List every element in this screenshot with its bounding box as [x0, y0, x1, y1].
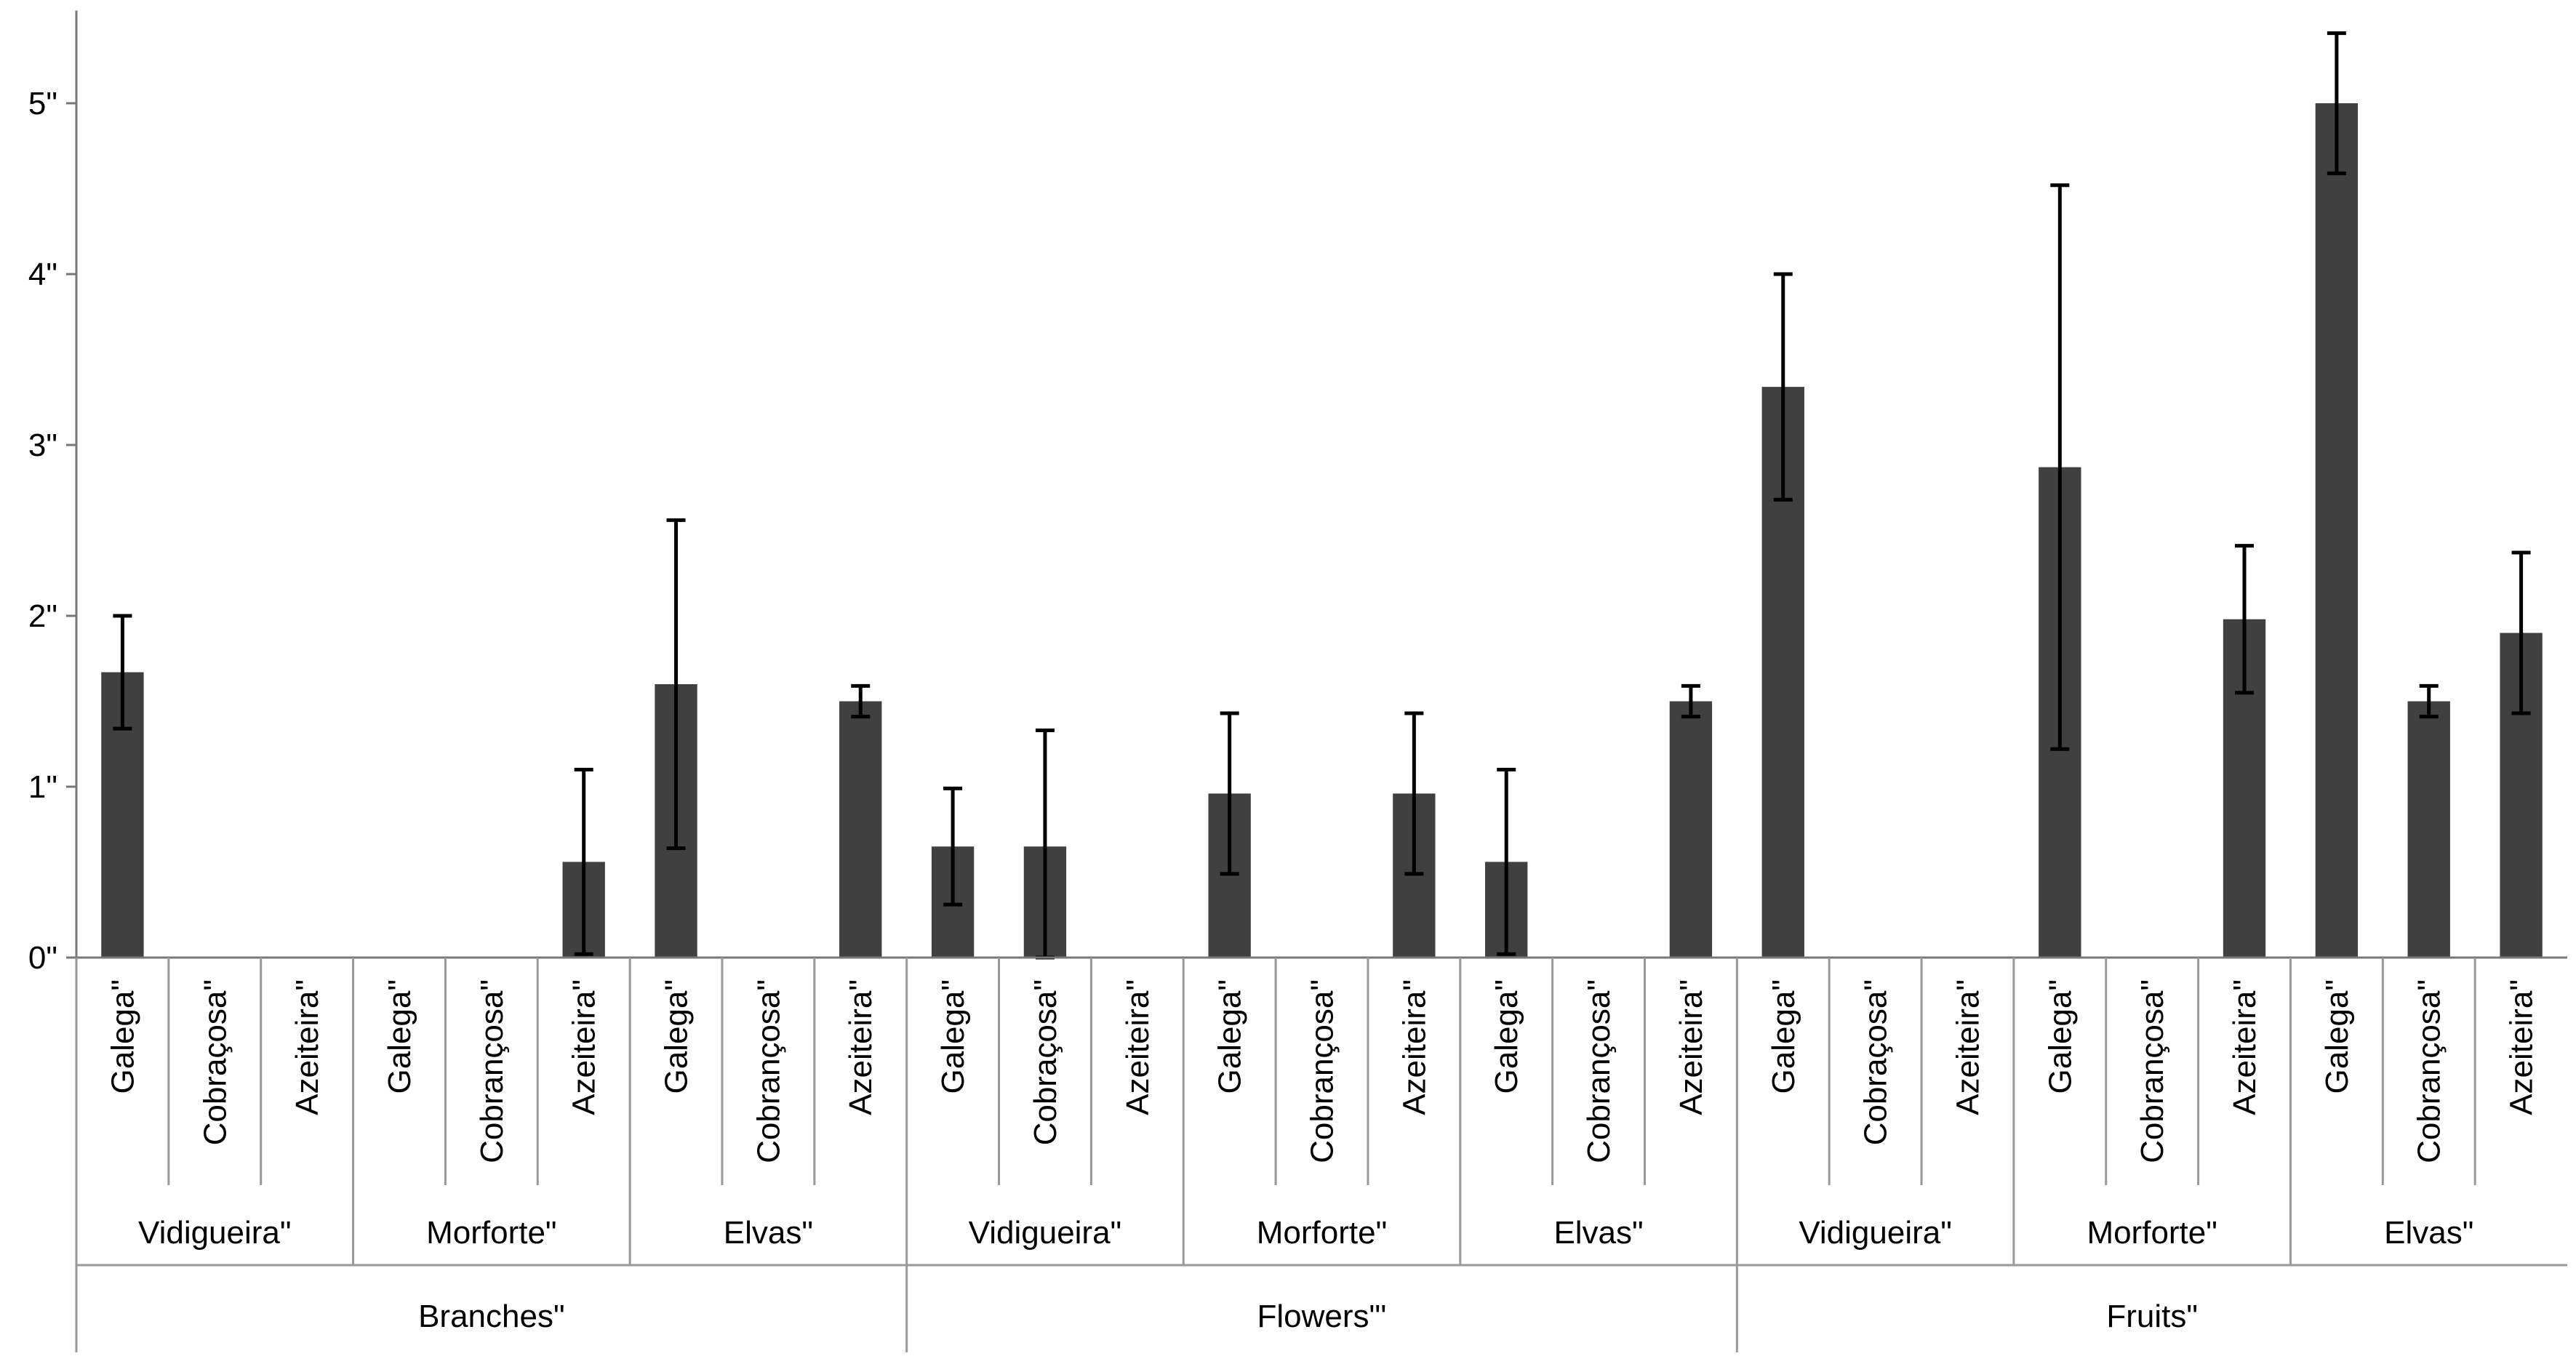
x-category-label: Cobrançosa"	[2412, 979, 2447, 1163]
x-group-label: Morforte"	[1257, 1215, 1387, 1251]
x-category-label: Galega"	[1489, 979, 1524, 1094]
x-group-label: Morforte"	[426, 1215, 556, 1251]
x-category-label: Galega"	[2319, 979, 2355, 1094]
x-category-label: Cobraçosa"	[1858, 979, 1894, 1145]
y-tick-label: 3"	[28, 428, 57, 463]
y-tick-label: 4"	[28, 257, 57, 292]
x-category-label: Cobrançosa"	[2135, 979, 2170, 1163]
x-category-label: Cobrançosa"	[1581, 979, 1617, 1163]
x-category-label: Azeiteira"	[2227, 979, 2263, 1115]
x-category-label: Azeiteira"	[1120, 979, 1156, 1115]
x-category-label: Galega"	[105, 979, 140, 1094]
y-tick-label: 1"	[28, 769, 57, 805]
x-group-label: Vidigueira"	[138, 1215, 292, 1251]
x-category-label: Cobrançosa"	[474, 979, 510, 1163]
x-supergroup-label: Flowers"'	[1257, 1299, 1386, 1334]
x-category-label: Galega"	[2042, 979, 2078, 1094]
x-category-label: Azeiteira"	[289, 979, 325, 1115]
x-group-label: Morforte"	[2087, 1215, 2217, 1251]
x-group-label: Elvas"	[1553, 1215, 1643, 1251]
bar	[2407, 701, 2450, 958]
x-category-label: Azeiteira"	[567, 979, 602, 1115]
bar	[2315, 103, 2359, 958]
x-group-label: Elvas"	[724, 1215, 813, 1251]
x-group-label: Elvas"	[2384, 1215, 2473, 1251]
x-category-label: Galega"	[1766, 979, 1801, 1094]
bar	[1669, 701, 1713, 958]
x-category-label: Azeiteira"	[1396, 979, 1432, 1115]
x-category-label: Galega"	[659, 979, 695, 1094]
y-axis: 0" 1" 2" 3" 4" 5"	[28, 10, 78, 976]
x-category-label: Azeiteira"	[843, 979, 879, 1115]
bar-series	[101, 103, 2543, 958]
x-category-label: Galega"	[382, 979, 417, 1094]
x-category-label: Azeiteira"	[1950, 979, 1985, 1115]
x-group-label: Vidigueira"	[1799, 1215, 1952, 1251]
bar	[839, 701, 882, 958]
x-supergroup-label: Branches"	[418, 1299, 565, 1334]
y-tick-label: 5"	[28, 86, 57, 121]
x-category-label: Cobrançosa"	[751, 979, 786, 1163]
x-category-label: Azeiteira"	[2504, 979, 2540, 1115]
x-category-label: Galega"	[935, 979, 971, 1094]
y-tick-label: 0"	[28, 940, 57, 976]
x-group-label: Vidigueira"	[969, 1215, 1122, 1251]
error-bars	[113, 31, 2531, 960]
x-category-label: Azeiteira"	[1673, 979, 1709, 1115]
x-category-label: Cobraçosa"	[1028, 979, 1063, 1145]
y-tick-label: 2"	[28, 598, 57, 634]
x-category-label: Cobrançosa"	[1305, 979, 1340, 1163]
x-supergroup-label: Fruits"	[2106, 1299, 2198, 1334]
x-axis: Galega" Cobraçosa" Azeiteira" Galega" Cobran…	[75, 956, 2567, 1352]
x-category-label: Galega"	[1212, 979, 1248, 1094]
x-category-label: Cobraçosa"	[197, 979, 233, 1145]
